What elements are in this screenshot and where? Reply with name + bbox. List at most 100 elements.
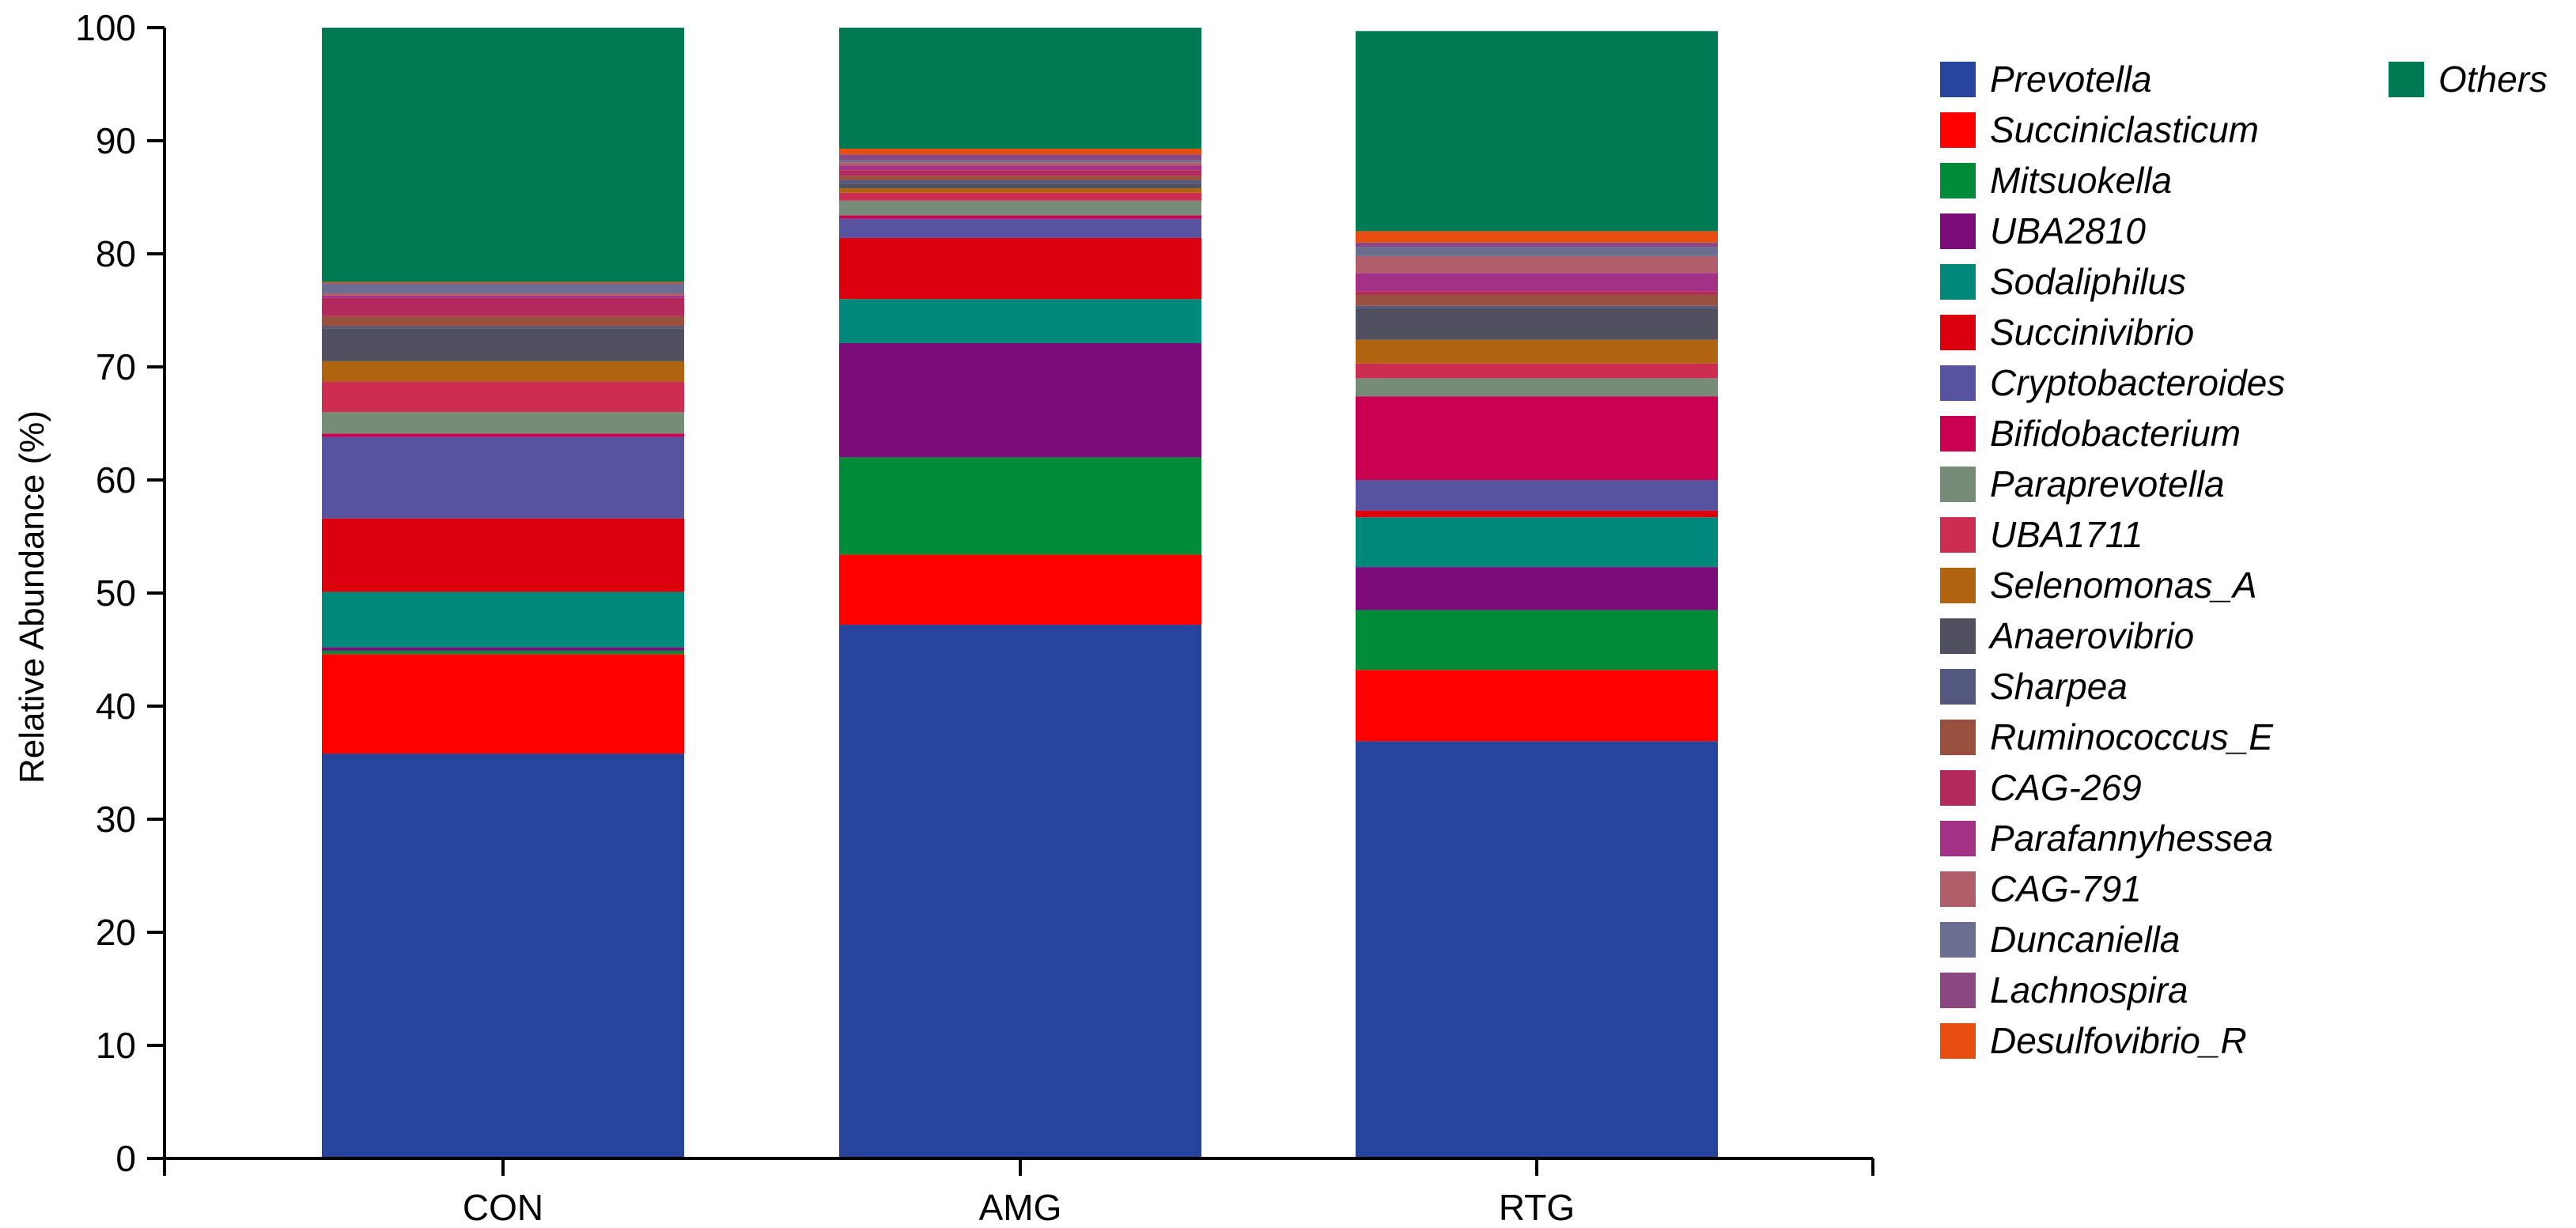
- y-tick-label: 50: [96, 572, 136, 614]
- segment-amg-desulfovibrio-r: [839, 149, 1201, 155]
- segment-rtg-succiniclasticum: [1356, 670, 1718, 742]
- x-tick-label-amg: AMG: [979, 1187, 1062, 1228]
- x-axis: CON AMG RTG: [163, 1157, 1874, 1228]
- legend-swatch: [1940, 922, 1976, 958]
- legend-item-others: Others: [2389, 59, 2548, 100]
- legend-label: Duncaniella: [1990, 919, 2180, 960]
- segment-amg-succinivibrio: [839, 237, 1201, 300]
- legend-item-ruminococcus-e: Ruminococcus_E: [1940, 716, 2274, 758]
- legend-swatch: [1940, 264, 1976, 300]
- legend-label: Selenomonas_A: [1990, 565, 2257, 606]
- bar-con: [322, 28, 684, 1158]
- segment-con-desulfovibrio-r: [322, 281, 684, 284]
- segment-rtg-sharpea: [1356, 305, 1718, 308]
- x-tick-label-con: CON: [463, 1187, 543, 1228]
- x-tick-label-rtg: RTG: [1499, 1187, 1575, 1228]
- legend-label: UBA1711: [1990, 514, 2143, 555]
- legend-item-cag-269: CAG-269: [1940, 767, 2142, 808]
- segment-rtg-mitsuokella: [1356, 610, 1718, 671]
- legend-label: Prevotella: [1990, 59, 2152, 100]
- legend-swatch: [1940, 1023, 1976, 1059]
- segment-amg-parafannyhessea: [839, 165, 1201, 171]
- segment-con-cag-791: [322, 293, 684, 296]
- segment-amg-bifidobacterium: [839, 215, 1201, 219]
- segment-amg-prevotella: [839, 625, 1201, 1158]
- legend-item-desulfovibrio-r: Desulfovibrio_R: [1940, 1020, 2247, 1061]
- segment-con-selenomonas-a: [322, 361, 684, 382]
- segment-rtg-lachnospira: [1356, 242, 1718, 247]
- legend-label: Desulfovibrio_R: [1990, 1020, 2247, 1061]
- segment-rtg-paraprevotella: [1356, 378, 1718, 397]
- segment-rtg-cag-269: [1356, 291, 1718, 295]
- legend-swatch: [1940, 163, 1976, 198]
- segment-con-mitsuokella: [322, 650, 684, 655]
- legend-item-anaerovibrio: Anaerovibrio: [1940, 615, 2194, 656]
- segment-con-uba2810: [322, 647, 684, 651]
- legend-item-uba2810: UBA2810: [1940, 210, 2146, 251]
- segment-con-bifidobacterium: [322, 433, 684, 437]
- legend-item-sharpea: Sharpea: [1940, 666, 2128, 707]
- segment-con-cag-269: [322, 297, 684, 316]
- segment-con-uba1711: [322, 381, 684, 413]
- legend-label: Sodaliphilus: [1990, 261, 2186, 302]
- legend-item-mitsuokella: Mitsuokella: [1940, 160, 2172, 201]
- segment-con-parafannyhessea: [322, 295, 684, 298]
- legend-swatch: [1940, 517, 1976, 553]
- legend-item-bifidobacterium: Bifidobacterium: [1940, 413, 2241, 454]
- segment-con-others: [322, 28, 684, 282]
- segment-con-ruminococcus-e: [322, 316, 684, 327]
- segment-rtg-anaerovibrio: [1356, 308, 1718, 340]
- y-tick-label: 90: [96, 120, 136, 161]
- segment-amg-anaerovibrio: [839, 183, 1201, 189]
- segment-amg-duncaniella: [839, 160, 1201, 163]
- segment-con-sodaliphilus: [322, 591, 684, 648]
- legend-label: Succinivibrio: [1990, 312, 2194, 353]
- segment-amg-succiniclasticum: [839, 554, 1201, 625]
- legend-label: Mitsuokella: [1990, 160, 2172, 201]
- legend-label: CAG-269: [1990, 767, 2142, 808]
- y-axis: 0 10 20 30 40 50 60 70 80 90 100: [75, 7, 166, 1179]
- legend-swatch: [1940, 821, 1976, 856]
- legend-swatch: [1940, 568, 1976, 603]
- legend-label: Anaerovibrio: [1988, 615, 2194, 656]
- segment-rtg-sodaliphilus: [1356, 517, 1718, 568]
- legend-item-prevotella: Prevotella: [1940, 59, 2152, 100]
- segment-rtg-desulfovibrio-r: [1356, 231, 1718, 243]
- y-tick-label: 100: [75, 7, 136, 48]
- segment-con-cryptobacteroides: [322, 436, 684, 519]
- segment-amg-mitsuokella: [839, 457, 1201, 555]
- segment-amg-sodaliphilus: [839, 299, 1201, 343]
- legend-label: Succiniclasticum: [1990, 109, 2259, 150]
- legend-item-uba1711: UBA1711: [1940, 514, 2143, 555]
- segment-con-succiniclasticum: [322, 654, 684, 754]
- segment-con-paraprevotella: [322, 412, 684, 434]
- segment-con-anaerovibrio: [322, 328, 684, 361]
- segment-rtg-ruminococcus-e: [1356, 294, 1718, 306]
- legend-label: Others: [2438, 59, 2548, 100]
- legend-swatch: [1940, 467, 1976, 502]
- segment-rtg-others: [1356, 31, 1718, 232]
- legend-swatch: [1940, 62, 1976, 97]
- segment-amg-cag-269: [839, 170, 1201, 176]
- y-tick-label: 0: [115, 1138, 136, 1179]
- segment-rtg-selenomonas-a: [1356, 339, 1718, 364]
- segment-rtg-bifidobacterium: [1356, 396, 1718, 480]
- segment-rtg-cryptobacteroides: [1356, 480, 1718, 511]
- legend-item-cag-791: CAG-791: [1940, 868, 2142, 909]
- legend-label: CAG-791: [1990, 868, 2142, 909]
- y-tick-label: 60: [96, 459, 136, 501]
- legend-label: Sharpea: [1990, 666, 2128, 707]
- legend-label: Parafannyhessea: [1990, 818, 2273, 859]
- legend-item-selenomonas-a: Selenomonas_A: [1940, 565, 2257, 606]
- y-tick-label: 40: [96, 686, 136, 727]
- segment-rtg-prevotella: [1356, 741, 1718, 1158]
- legend-swatch: [1940, 112, 1976, 148]
- segment-con-duncaniella: [322, 284, 684, 294]
- legend-swatch: [1940, 720, 1976, 755]
- y-tick-label: 20: [96, 912, 136, 953]
- legend-swatch: [1940, 213, 1976, 249]
- legend-label: UBA2810: [1990, 210, 2146, 251]
- legend-item-sodaliphilus: Sodaliphilus: [1940, 261, 2186, 302]
- segment-amg-others: [839, 28, 1201, 149]
